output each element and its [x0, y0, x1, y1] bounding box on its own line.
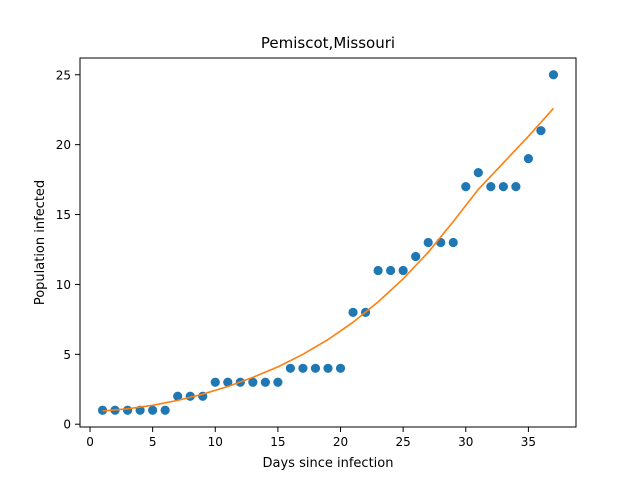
data-point-23	[373, 265, 383, 276]
x-tick-label: 35	[521, 435, 536, 449]
y-axis-label: Population infected	[33, 180, 48, 305]
fit-curve	[102, 107, 555, 412]
data-point-11	[223, 377, 233, 387]
data-point-34	[511, 181, 521, 192]
data-point-13	[248, 377, 258, 387]
x-tick-label: 0	[86, 435, 94, 449]
x-tick-label: 10	[208, 435, 223, 449]
data-point-25	[398, 265, 408, 276]
data-point-28	[436, 237, 446, 248]
data-point-7	[173, 391, 183, 401]
axis-ticks: 0 5 10 15 20 25 30 35 0 5 10 15 20 25	[56, 68, 536, 449]
data-point-21	[348, 307, 358, 317]
y-tick-label: 0	[63, 418, 71, 432]
y-tick-label: 25	[56, 68, 71, 82]
data-point-36	[536, 126, 546, 136]
data-point-29	[448, 237, 458, 248]
data-point-20	[335, 363, 346, 373]
data-point-16	[285, 363, 296, 373]
data-point-15	[273, 377, 283, 387]
x-tick-label: 15	[270, 435, 285, 449]
data-point-26	[411, 251, 421, 262]
data-point-14	[260, 377, 270, 387]
chart-title: Pemiscot,Missouri	[261, 34, 395, 52]
data-point-37	[548, 70, 559, 80]
data-point-3	[122, 405, 133, 415]
y-tick-label: 5	[63, 348, 71, 362]
data-point-5	[148, 405, 158, 415]
data-point-30	[461, 181, 471, 192]
data-point-24	[386, 265, 396, 276]
x-axis-label: Days since infection	[263, 456, 394, 471]
data-point-17	[298, 363, 308, 373]
data-point-6	[160, 405, 170, 415]
data-point-19	[323, 363, 333, 373]
x-tick-label: 5	[149, 435, 157, 449]
x-tick-label: 30	[458, 435, 473, 449]
data-point-27	[423, 237, 433, 248]
data-point-31	[473, 168, 483, 178]
data-point-33	[498, 181, 508, 192]
data-point-18	[310, 363, 321, 373]
axes-frame	[79, 57, 577, 428]
x-tick-label: 25	[396, 435, 411, 449]
y-tick-label: 10	[56, 278, 71, 292]
x-tick-label: 20	[333, 435, 348, 449]
y-tick-label: 20	[56, 138, 71, 152]
data-point-35	[523, 154, 534, 164]
data-point-10	[210, 377, 220, 387]
data-point-32	[486, 181, 496, 192]
y-tick-label: 15	[56, 208, 71, 222]
plot-area	[97, 70, 559, 415]
